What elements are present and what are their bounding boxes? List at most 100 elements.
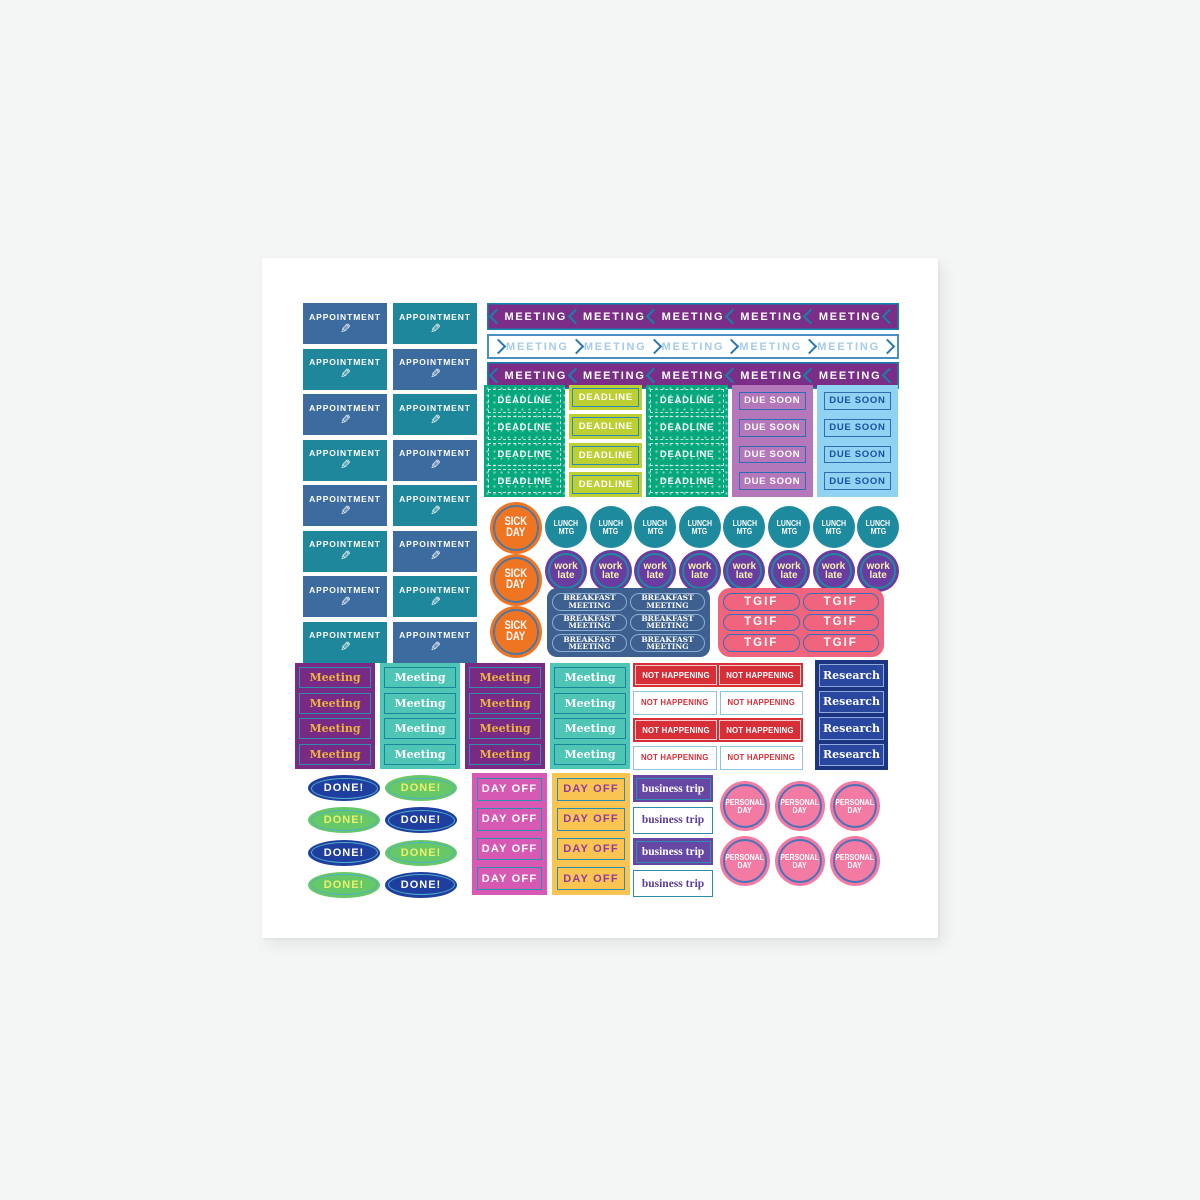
meeting-sticker: Meeting (299, 743, 371, 765)
sticker-label: MEETING (568, 642, 611, 652)
done-sticker: DONE! (308, 807, 380, 834)
work-late-sticker: work late (678, 550, 721, 592)
not-happening-sticker: NOT HAPPENING (719, 690, 803, 715)
done-sticker-group: DONE! DONE! DONE! DONE! DONE! DONE! DONE! DONE! (308, 775, 457, 898)
sticker-label: MEETING (818, 369, 882, 382)
sticker-label: MEETING (661, 310, 725, 323)
business-trip-sticker-group: business trip business trip business trip b… (633, 775, 713, 898)
sticker-label: DEADLINE (578, 421, 633, 432)
day-off-sticker: DAY OFF (555, 806, 627, 833)
sticker-label: TGIF (823, 616, 858, 629)
appointment-sticker: APPOINTMENT ✎ (303, 621, 387, 663)
appointment-sticker: APPOINTMENT ✎ (393, 485, 477, 526)
column-deadline: DEADLINE DEADLINE DEADLINE DEADLINE (484, 385, 566, 497)
pencil-icon: ✎ (429, 321, 441, 337)
day-off-pink-strip: DAY OFF DAY OFF DAY OFF DAY OFF (472, 773, 547, 895)
sticker-label: DAY OFF (563, 783, 619, 796)
breakfast-meeting-sticker: BREAKFAST MEETING (630, 593, 705, 611)
sticker-label: MTG (825, 526, 842, 536)
work-late-sticker: work late (634, 550, 677, 592)
appointment-sticker: APPOINTMENT ✎ (303, 348, 387, 390)
sticker-label: DAY OFF (481, 842, 538, 855)
chevron-right-icon (879, 338, 896, 355)
sticker-deadline: DEADLINE (650, 442, 724, 467)
sticker-label: MEETING (568, 600, 611, 610)
column-deadline: DEADLINE DEADLINE DEADLINE DEADLINE (569, 385, 643, 497)
meeting-strip-teal: Meeting Meeting Meeting Meeting (550, 663, 630, 769)
sticker-label: late (557, 570, 575, 581)
tgif-sticker: TGIF (723, 613, 800, 632)
sticker-label: Meeting (309, 696, 361, 710)
sticker-deadline: DEADLINE (488, 389, 562, 413)
done-sticker: DONE! (385, 775, 457, 801)
pencil-icon: ✎ (429, 367, 441, 382)
research-sticker: Research (819, 743, 884, 766)
pencil-icon: ✎ (429, 594, 441, 610)
work-late-sticker: work late (767, 550, 810, 592)
sticker-label: Meeting (564, 671, 616, 685)
meeting-banner-row-2: MEETING MEETING MEETING MEETING MEETING (487, 334, 899, 359)
sticker-label: NOT HAPPENING (642, 725, 710, 735)
lunch-mtg-sticker: LUNCH MTG (812, 506, 855, 548)
sticker-label: MTG (870, 526, 886, 536)
meeting-banner-row-3: MEETING MEETING MEETING MEETING MEETING (487, 362, 899, 389)
sticker-label: DONE! (400, 878, 442, 891)
sticker-label: BREAKFAST (563, 613, 616, 623)
sticker-label: LUNCH (821, 517, 846, 528)
personal-day-sticker-group: PERSONAL DAY PERSONAL DAY PERSONAL DAY PERSONA… (720, 781, 880, 886)
sticker-label: DUE SOON (829, 422, 886, 434)
tgif-sticker-group: TGIF TGIF TGIF TGIF TGIF TGIF (718, 588, 884, 657)
sticker-label: PERSONAL (725, 796, 765, 807)
sticker-deadline: DEADLINE (569, 443, 643, 468)
research-sticker-group: Research Research Research Research (815, 660, 888, 770)
sticker-label: TGIF (744, 637, 779, 650)
appointment-sticker: APPOINTMENT ✎ (303, 303, 387, 344)
sticker-label: DEADLINE (578, 479, 633, 490)
day-off-sticker: DAY OFF (555, 865, 627, 892)
sticker-label: DONE! (323, 878, 365, 891)
pencil-icon: ✎ (429, 640, 441, 655)
sticker-deadline: DEADLINE (488, 442, 562, 467)
meeting-sticker: Meeting (554, 667, 626, 689)
meeting-sticker: Meeting (384, 743, 456, 765)
meeting-sticker: Meeting (299, 667, 371, 689)
sticker-label: business trip (641, 877, 705, 890)
sticker-label: MTG (647, 526, 663, 536)
sticker-label: BREAKFAST (641, 634, 694, 644)
sticker-label: business trip (641, 814, 705, 827)
sticker-label: MEETING (661, 369, 725, 382)
meeting-sticker: Meeting (384, 692, 456, 714)
sticker-label: MEETING (817, 340, 880, 353)
sticker-label: NOT HAPPENING (640, 753, 709, 762)
meeting-label-sticker-group: Meeting Meeting Meeting Meeting Meeting Meeti… (295, 663, 630, 769)
sticker-label: Meeting (564, 696, 616, 710)
meeting-sticker: Meeting (554, 692, 626, 714)
appointment-sticker-group: APPOINTMENT ✎ APPOINTMENT ✎ APPOINTMENT ✎ APPO… (303, 303, 477, 663)
done-sticker: DONE! (385, 871, 457, 898)
column-due-soon: DUE SOON DUE SOON DUE SOON DUE SOON (731, 385, 813, 497)
sticker-label: MEETING (646, 600, 689, 610)
sticker-label: DEADLINE (497, 422, 552, 434)
sticker-label: DEADLINE (659, 448, 715, 460)
sticker-label: DUE SOON (829, 395, 886, 407)
sticker-label: Meeting (479, 722, 531, 736)
sticker-deadline: DEADLINE (569, 414, 643, 439)
pencil-icon: ✎ (339, 503, 351, 519)
tgif-sticker: TGIF (802, 613, 879, 632)
sticker-label: DAY (792, 805, 808, 815)
sticker-due-soon: DUE SOON (736, 416, 809, 440)
breakfast-meeting-sticker-group: BREAKFAST MEETING BREAKFAST MEETING BREAKFAS… (547, 588, 710, 657)
sticker-label: APPOINTMENT (309, 584, 381, 595)
sticker-label: DAY OFF (563, 813, 619, 826)
sticker-label: SICK (504, 516, 528, 529)
pencil-icon: ✎ (339, 640, 351, 655)
sticker-label: BREAKFAST (641, 613, 694, 623)
pencil-icon: ✎ (339, 458, 351, 473)
sticker-label: APPOINTMENT (309, 539, 381, 549)
breakfast-meeting-sticker: BREAKFAST MEETING (630, 634, 705, 652)
meeting-sticker: Meeting (554, 743, 626, 765)
tgif-sticker: TGIF (723, 593, 800, 611)
sticker-label: Meeting (479, 747, 531, 761)
day-off-yellow-strip: DAY OFF DAY OFF DAY OFF DAY OFF (552, 773, 630, 895)
sticker-label: late (780, 570, 798, 581)
